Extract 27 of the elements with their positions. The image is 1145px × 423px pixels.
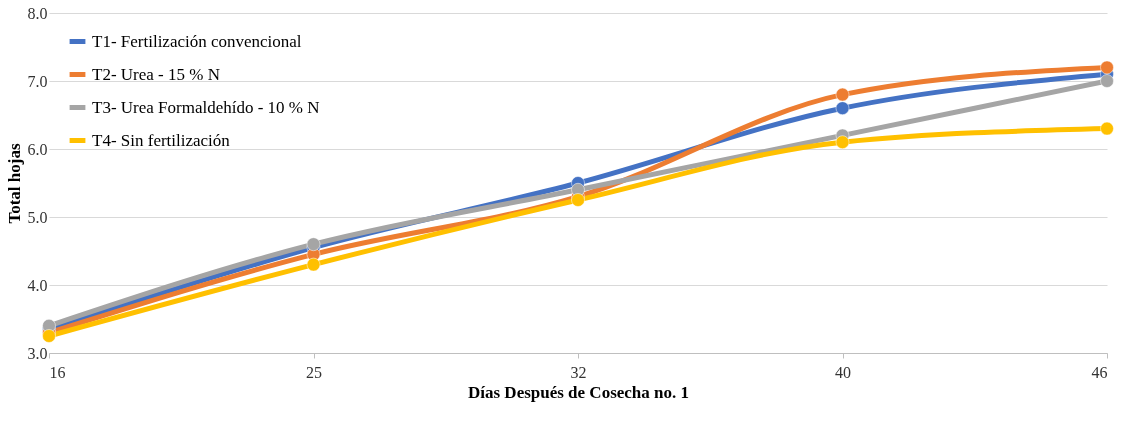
- point: [1100, 74, 1114, 88]
- y-axis-title: Total hojas: [4, 143, 24, 224]
- legend-label: T4- Sin fertilización: [92, 130, 231, 150]
- x-tick-label: 25: [306, 363, 322, 381]
- x-tick-label: 32: [570, 363, 587, 381]
- legend-label: T1- Fertilización convencional: [92, 31, 302, 51]
- y-tick-label: 6.0: [27, 140, 48, 158]
- point: [1100, 60, 1114, 75]
- legend-label: T2- Urea - 15 % N: [92, 64, 220, 84]
- point: [1100, 121, 1114, 136]
- x-tick-label: 46: [1091, 363, 1108, 381]
- point: [835, 101, 850, 115]
- point: [835, 135, 850, 149]
- x-axis-title: Días Después de Cosecha no. 1: [467, 382, 690, 402]
- point: [306, 237, 321, 251]
- y-tick-label: 3.0: [27, 344, 48, 362]
- point: [571, 193, 585, 207]
- y-tick-label: 8.0: [27, 4, 48, 22]
- point: [306, 257, 321, 272]
- y-tick-label: 4.0: [27, 276, 48, 294]
- legend-label: T3- Urea Formaldehído - 10 % N: [92, 97, 320, 117]
- x-tick-label: 40: [835, 363, 851, 381]
- point: [835, 87, 850, 102]
- y-tick-label: 5.0: [27, 208, 48, 226]
- y-tick-label: 7.0: [27, 72, 48, 90]
- x-tick-label: 16: [49, 363, 66, 381]
- point: [42, 329, 56, 343]
